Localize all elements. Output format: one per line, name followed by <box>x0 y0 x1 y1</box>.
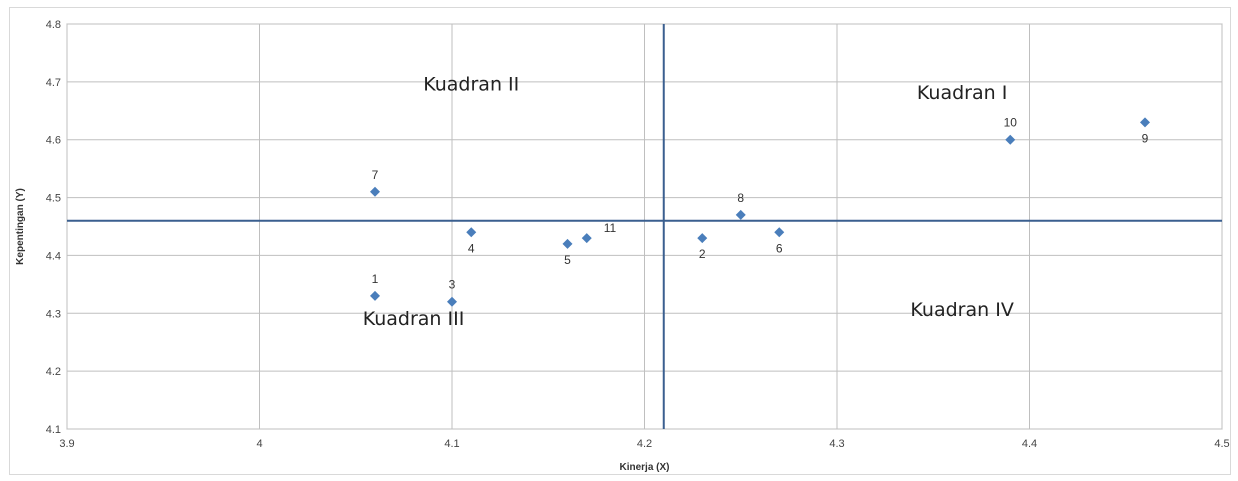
point-label: 8 <box>737 191 744 205</box>
grid-layer <box>66 23 1223 430</box>
quadrant-labels: Kuadran I Kuadran II Kuadran III Kuadran IV <box>363 74 1014 330</box>
data-point <box>562 238 573 249</box>
data-point <box>370 290 380 301</box>
point-label: 9 <box>1142 131 1149 145</box>
y-tick-label: 4.1 <box>46 424 61 436</box>
quadrant-label: Kuadran II <box>423 74 519 96</box>
y-tick-label: 4.5 <box>46 193 61 205</box>
point-label: 6 <box>776 241 783 255</box>
point-label: 3 <box>449 278 456 292</box>
y-tick-label: 4.8 <box>46 19 61 31</box>
tick-labels: 3.9 4 4.1 4.2 4.3 4.4 4.5 4.1 4.2 4.3 4.4 4.5 4.6 4.7… <box>46 19 1230 450</box>
data-point <box>735 209 746 220</box>
x-tick-label: 4.3 <box>829 438 844 450</box>
data-point <box>1140 117 1150 128</box>
point-label: 2 <box>699 247 706 261</box>
data-point <box>466 227 477 238</box>
y-tick-label: 4.2 <box>46 366 61 378</box>
point-label: 10 <box>1004 116 1018 130</box>
data-point <box>581 233 592 244</box>
data-point <box>697 233 708 244</box>
point-label: 11 <box>604 221 617 235</box>
y-axis-title: Kepentingan (Y) <box>15 188 26 265</box>
y-tick-label: 4.6 <box>46 135 61 147</box>
quadrant-label: Kuadran I <box>917 82 1007 104</box>
point-label: 5 <box>564 253 571 267</box>
x-tick-label: 4.5 <box>1214 438 1229 450</box>
data-points: 1 2 3 4 5 6 7 8 9 10 11 <box>370 116 1150 307</box>
y-tick-label: 4.3 <box>46 308 61 320</box>
x-tick-label: 4.4 <box>1022 438 1037 450</box>
y-tick-label: 4.4 <box>46 250 61 262</box>
data-point <box>774 227 785 238</box>
data-point <box>447 296 457 307</box>
y-tick-label: 4.7 <box>46 77 61 89</box>
quadrant-label: Kuadran III <box>363 308 465 330</box>
quadrant-label: Kuadran IV <box>910 299 1013 321</box>
data-point <box>370 186 380 197</box>
data-point <box>1005 134 1016 145</box>
x-tick-label: 4.1 <box>444 438 459 450</box>
chart-frame: 3.9 4 4.1 4.2 4.3 4.4 4.5 4.1 4.2 4.3 4.4 4.5 4.6 4.7… <box>9 7 1231 475</box>
x-axis-title: Kinerja (X) <box>619 462 669 473</box>
point-label: 1 <box>372 272 379 286</box>
x-tick-label: 3.9 <box>59 438 74 450</box>
point-label: 4 <box>468 241 475 255</box>
point-label: 7 <box>372 168 379 182</box>
scatter-chart: 3.9 4 4.1 4.2 4.3 4.4 4.5 4.1 4.2 4.3 4.4 4.5 4.6 4.7… <box>15 19 1230 473</box>
x-tick-label: 4.2 <box>637 438 652 450</box>
x-tick-label: 4 <box>256 438 262 450</box>
mean-lines <box>67 24 1222 429</box>
